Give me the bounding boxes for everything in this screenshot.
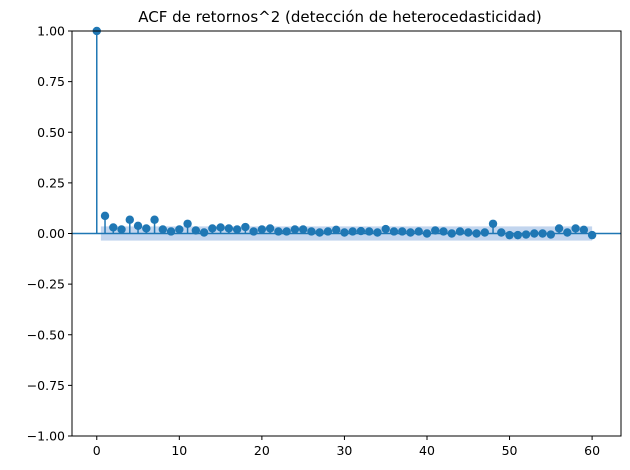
y-tick-label: 0.50 [37,125,65,140]
acf-point [348,227,357,236]
acf-point [546,230,556,239]
acf-point [365,227,374,236]
y-tick-label: 0.25 [37,175,65,190]
x-tick-label: 40 [419,443,435,458]
acf-point [133,221,143,231]
acf-point [356,226,366,236]
acf-point [199,228,209,237]
acf-point [554,224,564,233]
x-tick-label: 20 [254,443,270,458]
acf-point [265,224,275,233]
acf-point [521,230,531,239]
acf-point [109,223,118,232]
y-tick-label: 0.75 [37,74,65,89]
acf-point [323,227,333,236]
x-tick-label: 10 [171,443,187,458]
acf-point [100,211,110,221]
acf-point [150,215,159,224]
acf-point [307,227,316,236]
y-tick-label: 0.00 [37,226,65,241]
acf-point [381,224,390,234]
x-tick-label: 30 [336,443,352,458]
acf-point [587,230,597,240]
acf-point [331,225,341,235]
acf-point [373,228,382,237]
acf-point [480,228,489,237]
acf-point [538,229,547,238]
acf-point [125,215,134,224]
acf-point [290,225,300,234]
acf-point [563,228,572,237]
acf-point [455,227,465,236]
acf-point [274,227,283,236]
y-tick-label: 1.00 [37,24,65,39]
acf-point [389,227,399,236]
x-tick-label: 60 [584,443,600,458]
acf-point [472,229,481,238]
acf-point [447,229,456,238]
x-tick-label: 50 [502,443,518,458]
acf-point [579,225,589,235]
acf-point [340,228,349,237]
acf-point [530,229,539,238]
acf-point [298,225,308,234]
y-tick-label: −0.75 [27,378,65,393]
acf-point [406,228,415,237]
acf-point [117,225,126,234]
acf-point [439,227,448,236]
acf-point [175,225,184,234]
acf-point [464,228,473,237]
acf-point [191,226,201,235]
acf-point [431,226,440,235]
acf-point [571,224,580,233]
acf-point [282,227,291,236]
acf-point [422,229,432,238]
acf-point [249,227,258,236]
y-tick-label: −0.50 [27,327,65,342]
acf-point [513,230,523,240]
acf-point [166,227,176,236]
chart-title: ACF de retornos^2 (detección de heteroce… [138,8,542,26]
acf-point [257,225,267,234]
acf-point [398,227,407,236]
acf-point [216,223,225,232]
acf-point [208,224,217,233]
acf-point [505,230,514,240]
acf-point [183,219,192,228]
acf-point [224,224,234,233]
y-tick-label: −1.00 [27,429,65,444]
acf-point [414,227,423,236]
x-tick-label: 0 [93,443,101,458]
y-tick-label: −0.25 [27,277,65,292]
acf-point [488,219,498,228]
acf-point [232,225,242,234]
acf-point [497,228,506,237]
acf-point [241,222,250,232]
acf-point [142,224,151,233]
plot-area: −1.00 −0.75 −0.50 −0.25 0.00 0.25 0.50 0.75 1.00… [27,24,622,458]
acf-point [158,225,168,234]
acf-point [315,228,324,237]
